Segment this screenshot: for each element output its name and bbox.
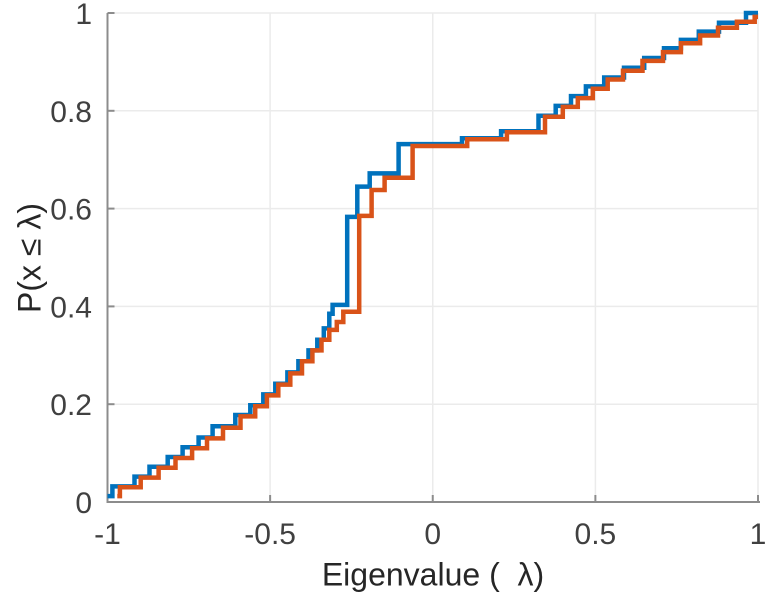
curve-ecdf-orange — [117, 14, 758, 499]
y-tick-label: 0.2 — [50, 389, 92, 422]
y-tick-label: 0.8 — [50, 96, 92, 129]
y-tick-label: 1 — [75, 0, 92, 31]
x-tick-label: 0.5 — [575, 518, 617, 551]
x-tick-label: 1 — [750, 518, 767, 551]
x-tick-label: -0.5 — [244, 518, 296, 551]
x-tick-label: -1 — [94, 518, 121, 551]
x-tick-label: 0 — [424, 518, 441, 551]
y-tick-label: 0.6 — [50, 194, 92, 227]
y-tick-label: 0 — [75, 487, 92, 520]
y-tick-label: 0.4 — [50, 291, 92, 324]
